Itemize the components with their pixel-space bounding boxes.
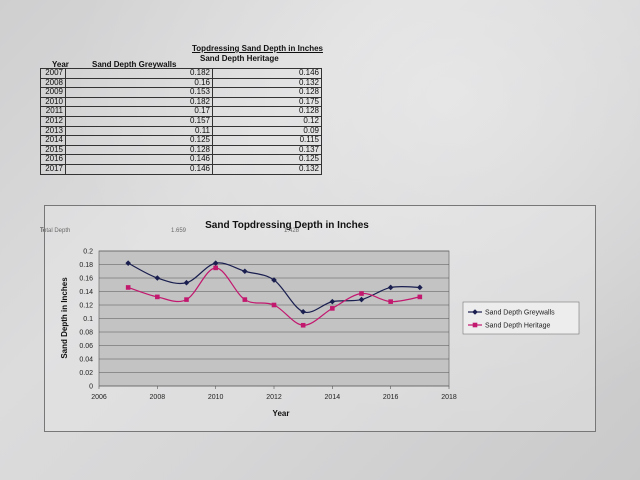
chart-title: Sand Topdressing Depth in Inches [205, 220, 369, 231]
x-tick-label: 2010 [208, 394, 224, 401]
year-column-header: Year [52, 60, 69, 69]
y-tick-label: 0 [89, 384, 93, 391]
sand-depth-greywalls-point [358, 296, 365, 303]
sand-depth-heritage-point [388, 299, 393, 304]
y-axis-label: Sand Depth in Inches [60, 277, 69, 359]
table-title: Topdressing Sand Depth in Inches [192, 44, 323, 53]
total-greywalls: 1.659 [171, 228, 187, 234]
x-tick-label: 2018 [441, 394, 457, 401]
y-tick-label: 0.1 [83, 316, 93, 323]
sand-depth-heritage-point [155, 294, 160, 300]
greywalls-cell: 0.153 [65, 87, 213, 98]
sand-depth-heritage-point [300, 322, 306, 328]
greywalls-cell: 0.146 [65, 163, 213, 175]
x-tick-label: 2014 [325, 394, 341, 401]
sand-depth-heritage-point [213, 265, 218, 271]
greywalls-cell: 0.182 [65, 68, 213, 79]
year-cell: 2012 [40, 115, 66, 127]
total-label: Total Depth [40, 228, 71, 234]
y-tick-label: 0.16 [79, 276, 93, 283]
year-cell: 2017 [40, 163, 66, 175]
sand-depth-greywalls-point [300, 308, 306, 315]
table-row: 2007 0.182 0.146 [40, 68, 322, 79]
table-row: 2016 0.146 0.125 [40, 154, 322, 165]
y-tick-label: 0.12 [79, 303, 93, 310]
year-cell: 2009 [40, 87, 66, 98]
sand-depth-greywalls-legend-marker [472, 309, 478, 315]
heritage-cell: 0.132 [212, 163, 322, 175]
legend-box [462, 301, 580, 335]
sand-depth-heritage-point [242, 297, 248, 302]
legend-entry: Sand Depth Greywalls [485, 310, 555, 317]
greywalls-cell: 0.182 [65, 96, 213, 108]
y-tick-label: 0.2 [83, 249, 93, 256]
y-tick-label: 0.02 [79, 370, 93, 377]
year-cell: 2014 [40, 135, 66, 146]
legend-entry: Sand Depth Heritage [485, 323, 550, 330]
sand-depth-heritage-legend-marker [472, 322, 478, 328]
y-tick-label: 0.08 [79, 330, 93, 337]
table-row: 2008 0.16 0.132 [40, 77, 322, 89]
table-row: 2011 0.17 0.128 [40, 106, 322, 117]
heritage-cell: 0.128 [212, 87, 322, 98]
greywalls-cell: 0.157 [65, 115, 213, 127]
x-tick-label: 2006 [91, 394, 107, 401]
table-row: 2013 0.11 0.09 [40, 125, 322, 137]
heritage-cell: 0.115 [212, 135, 322, 146]
sand-depth-heritage-point [125, 285, 131, 290]
greywalls-cell: 0.125 [65, 135, 213, 146]
table-row: 2014 0.125 0.115 [40, 135, 322, 146]
table-row: 2010 0.182 0.175 [40, 96, 322, 108]
heritage-column-header: Sand Depth Heritage [200, 54, 279, 63]
chart-container: Sand Topdressing Depth in Inches 0 0.02 0.… [44, 205, 596, 432]
legend: Sand Depth Greywalls Sand Depth Heritage [462, 301, 580, 335]
y-tick-label: 0.18 [79, 262, 93, 269]
greywalls-cell: 0.146 [65, 154, 213, 165]
total-heritage: 1.428 [284, 228, 300, 234]
heritage-cell: 0.12 [212, 115, 322, 127]
x-tick-label: 2012 [266, 394, 282, 401]
data-table: 2007 0.182 0.146 2008 0.16 0.132 2009 0.153 0.12… [40, 68, 322, 175]
y-tick-label: 0.14 [79, 289, 93, 296]
sand-depth-greywalls-point [183, 279, 190, 286]
year-cell: 2016 [40, 154, 66, 165]
sand-depth-heritage-point [184, 297, 189, 302]
sand-depth-greywalls-point [242, 268, 248, 275]
x-axis-label: Year [273, 409, 290, 418]
line-chart: Sand Topdressing Depth in Inches 0 0.02 0.… [60, 220, 580, 418]
y-tick-label: 0.04 [79, 357, 93, 364]
table-row: 2015 0.128 0.137 [40, 144, 322, 156]
heritage-cell: 0.125 [212, 154, 322, 165]
sand-depth-heritage-point [417, 294, 423, 300]
table-row: 2009 0.153 0.128 [40, 87, 322, 98]
sand-depth-greywalls-point [329, 298, 336, 305]
heritage-cell: 0.146 [212, 68, 322, 79]
sand-depth-greywalls-point [271, 277, 277, 283]
sand-depth-heritage-point [359, 291, 364, 296]
greywalls-column-header: Sand Depth Greywalls [92, 60, 177, 69]
x-tick-label: 2016 [383, 394, 399, 401]
table-row: 2017 0.146 0.132 [40, 163, 322, 175]
year-cell: 2007 [40, 68, 66, 79]
y-tick-label: 0.06 [79, 343, 93, 350]
table-row: 2012 0.157 0.12 [40, 115, 322, 127]
sand-depth-heritage-point [330, 306, 335, 311]
x-tick-label: 2008 [150, 394, 166, 401]
sand-depth-heritage-point [271, 302, 277, 308]
